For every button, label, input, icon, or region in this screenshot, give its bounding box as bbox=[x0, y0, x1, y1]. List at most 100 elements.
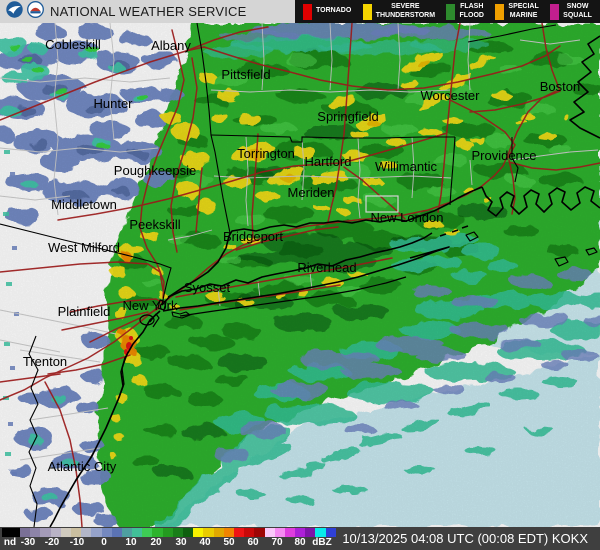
city-label: Hunter bbox=[93, 96, 133, 111]
city-label: Worcester bbox=[421, 88, 481, 103]
colorbar-segment bbox=[70, 528, 82, 537]
colorbar-segment bbox=[30, 528, 41, 537]
city-label: West Milford bbox=[48, 240, 120, 255]
colorbar-tick: 70 bbox=[271, 537, 283, 548]
colorbar-segment bbox=[81, 528, 92, 537]
colorbar-segment bbox=[40, 528, 51, 537]
city-label: Cobleskill bbox=[45, 37, 101, 52]
warning-swatch bbox=[446, 3, 456, 20]
colorbar-tick: 0 bbox=[101, 537, 107, 548]
colorbar-segment bbox=[172, 528, 183, 537]
warning-swatch bbox=[303, 3, 312, 20]
colorbar-segment bbox=[325, 528, 336, 537]
colorbar-tick: 20 bbox=[150, 537, 162, 548]
colorbar-segment bbox=[295, 528, 306, 537]
city-label: Middletown bbox=[51, 197, 117, 212]
colorbar-segment bbox=[284, 528, 296, 537]
city-label: Providence bbox=[471, 148, 536, 163]
city-label: Plainfield bbox=[58, 304, 111, 319]
city-label: Boston bbox=[540, 79, 580, 94]
colorbar-tick: -30 bbox=[20, 537, 36, 548]
branding: NATIONAL WEATHER SERVICE bbox=[0, 0, 295, 23]
warning-swatch bbox=[550, 3, 560, 20]
city-label: Meriden bbox=[288, 185, 335, 200]
radar-map: Cobleskill Albany Pittsfield Hunter Worceste… bbox=[0, 23, 600, 527]
colorbar-segment bbox=[274, 528, 285, 537]
colorbar-segment bbox=[101, 528, 112, 537]
colorbar-segment bbox=[305, 528, 316, 537]
radar-grain-texture bbox=[0, 23, 600, 527]
colorbar-segment bbox=[142, 528, 153, 537]
warning-label: FLASH FLOOD bbox=[459, 3, 484, 19]
colorbar-ticks: nd -30 -20 -10 0 10 20 30 40 50 60 70 80 dBZ bbox=[0, 537, 345, 550]
colorbar-tick: 60 bbox=[247, 537, 259, 548]
colorbar-segment bbox=[223, 528, 234, 537]
nws-logo bbox=[27, 0, 44, 23]
site-title: NATIONAL WEATHER SERVICE bbox=[50, 4, 247, 19]
warning-item: TORNADO bbox=[303, 3, 352, 20]
colorbar-segment bbox=[213, 528, 224, 537]
colorbar-segment bbox=[254, 528, 265, 537]
warning-item: SPECIAL MARINE bbox=[495, 3, 539, 20]
colorbar-segment bbox=[121, 528, 133, 537]
city-label: New London bbox=[371, 210, 444, 225]
warning-item: SEVERE THUNDERSTORM bbox=[362, 3, 436, 20]
noaa-logo bbox=[6, 0, 23, 23]
colorbar-segment bbox=[111, 528, 122, 537]
city-label: Pittsfield bbox=[221, 67, 270, 82]
city-label: New York bbox=[123, 298, 178, 313]
colorbar-tick: -10 bbox=[69, 537, 85, 548]
warning-label: SNOW SQUALL bbox=[563, 3, 592, 19]
colorbar-segment bbox=[60, 528, 71, 537]
colorbar-segment bbox=[91, 528, 102, 537]
reflectivity-colorbar bbox=[2, 528, 336, 537]
warning-swatch bbox=[495, 3, 505, 20]
colorbar-segment bbox=[233, 528, 245, 537]
city-label: Willimantic bbox=[375, 159, 438, 174]
warning-legend: TORNADO SEVERE THUNDERSTORM FLASH FLOOD SPE… bbox=[295, 0, 600, 23]
colorbar-tick: 50 bbox=[223, 537, 235, 548]
warning-label: TORNADO bbox=[316, 7, 352, 15]
city-label: Peekskill bbox=[129, 217, 180, 232]
scale-bar: nd -30 -20 -10 0 10 20 30 40 50 60 70 80 dBZ 10/13/20… bbox=[0, 527, 600, 550]
city-label: Bridgeport bbox=[223, 229, 283, 244]
timestamp: 10/13/2025 04:08 UTC (00:08 EDT) KOKX bbox=[342, 531, 588, 546]
colorbar-segment bbox=[132, 528, 143, 537]
warning-item: SNOW SQUALL bbox=[550, 3, 592, 20]
city-label: Syosset bbox=[184, 280, 231, 295]
city-label: Poughkeepsie bbox=[114, 163, 196, 178]
colorbar-tick: 80 bbox=[294, 537, 306, 548]
colorbar-nd-segment bbox=[2, 528, 20, 537]
colorbar-tick: 10 bbox=[125, 537, 137, 548]
city-label: Albany bbox=[151, 38, 191, 53]
colorbar-tick: 40 bbox=[199, 537, 211, 548]
city-labels-layer: Cobleskill Albany Pittsfield Hunter Worceste… bbox=[23, 37, 580, 474]
warning-label: SPECIAL MARINE bbox=[508, 3, 539, 19]
city-label: Hartford bbox=[305, 154, 352, 169]
warning-item: FLASH FLOOD bbox=[446, 3, 484, 20]
colorbar-segment bbox=[162, 528, 173, 537]
radar-image: Cobleskill Albany Pittsfield Hunter Worceste… bbox=[0, 23, 600, 527]
warning-swatch bbox=[362, 3, 372, 20]
city-label: Trenton bbox=[23, 354, 67, 369]
warning-label: SEVERE THUNDERSTORM bbox=[375, 3, 436, 19]
colorbar-segment bbox=[203, 528, 214, 537]
header-bar: NATIONAL WEATHER SERVICE TORNADO SEVERE T… bbox=[0, 0, 600, 23]
colorbar-segment bbox=[264, 528, 275, 537]
colorbar-segment bbox=[315, 528, 326, 537]
colorbar-tick: dBZ bbox=[312, 537, 332, 548]
city-label: Torrington bbox=[237, 146, 295, 161]
colorbar-segment bbox=[183, 528, 194, 537]
colorbar-tick: nd bbox=[3, 537, 17, 548]
colorbar-segment bbox=[152, 528, 163, 537]
city-label: Riverhead bbox=[297, 260, 356, 275]
colorbar-segment bbox=[193, 528, 204, 537]
colorbar-tick: -20 bbox=[44, 537, 60, 548]
colorbar-segment bbox=[50, 528, 61, 537]
colorbar-segment bbox=[244, 528, 255, 537]
city-label: Atlantic City bbox=[48, 459, 117, 474]
colorbar-segment bbox=[20, 528, 31, 537]
colorbar-tick: 30 bbox=[175, 537, 187, 548]
city-label: Springfield bbox=[317, 109, 378, 124]
